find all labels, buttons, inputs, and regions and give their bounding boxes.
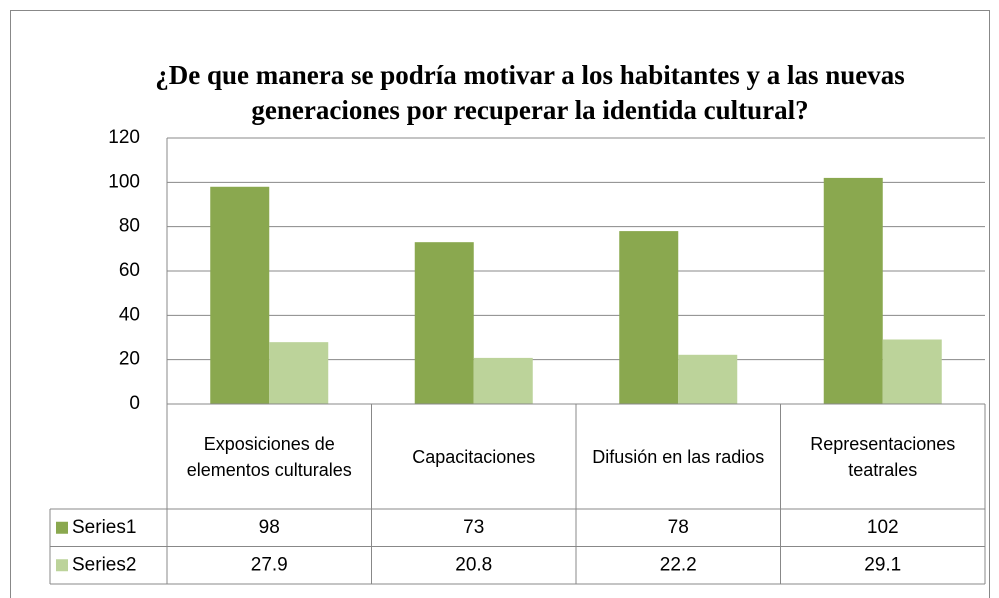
bar <box>269 342 329 404</box>
table-value: 98 <box>259 517 280 538</box>
bar <box>678 354 738 404</box>
y-tick-label: 20 <box>119 349 140 370</box>
x-tick-label: Capacitaciones <box>412 446 536 467</box>
bar <box>473 357 533 404</box>
table-value: 102 <box>867 517 899 538</box>
x-tick-label-box: Representaciones teatrales <box>810 433 956 480</box>
bar <box>619 231 679 404</box>
table-value: 27.9 <box>251 554 288 575</box>
y-tick-label: 40 <box>119 304 140 325</box>
x-tick-label-box: Difusión en las radios <box>592 446 765 467</box>
legend-label: Series1 <box>72 517 136 538</box>
bar <box>823 177 883 404</box>
bar <box>210 186 270 404</box>
legend-key <box>56 559 68 572</box>
y-tick-label: 100 <box>108 171 140 192</box>
y-tick-label: 60 <box>119 260 140 281</box>
bar <box>414 242 474 404</box>
title-box: ¿De que manera se podría motivar a los h… <box>155 60 905 125</box>
table-value: 73 <box>463 517 484 538</box>
legend-key <box>56 521 68 534</box>
table-value: 78 <box>668 517 689 538</box>
y-tick-label: 120 <box>108 127 140 148</box>
x-tick-label: Representaciones teatrales <box>810 433 956 480</box>
x-tick-label-box: Capacitaciones <box>412 446 536 467</box>
chart-title: ¿De que manera se podría motivar a los h… <box>155 60 905 125</box>
table-value: 22.2 <box>660 554 697 575</box>
legend-label: Series2 <box>72 554 136 575</box>
x-tick-label: Difusión en las radios <box>592 446 765 467</box>
x-tick-label: Exposiciones de elementos culturales <box>186 433 352 480</box>
bar <box>882 339 942 404</box>
y-tick-label: 80 <box>119 216 140 237</box>
y-tick-label: 0 <box>129 393 140 414</box>
table-value: 29.1 <box>864 554 901 575</box>
table-value: 20.8 <box>455 554 492 575</box>
x-tick-label-box: Exposiciones de elementos culturales <box>186 433 352 480</box>
